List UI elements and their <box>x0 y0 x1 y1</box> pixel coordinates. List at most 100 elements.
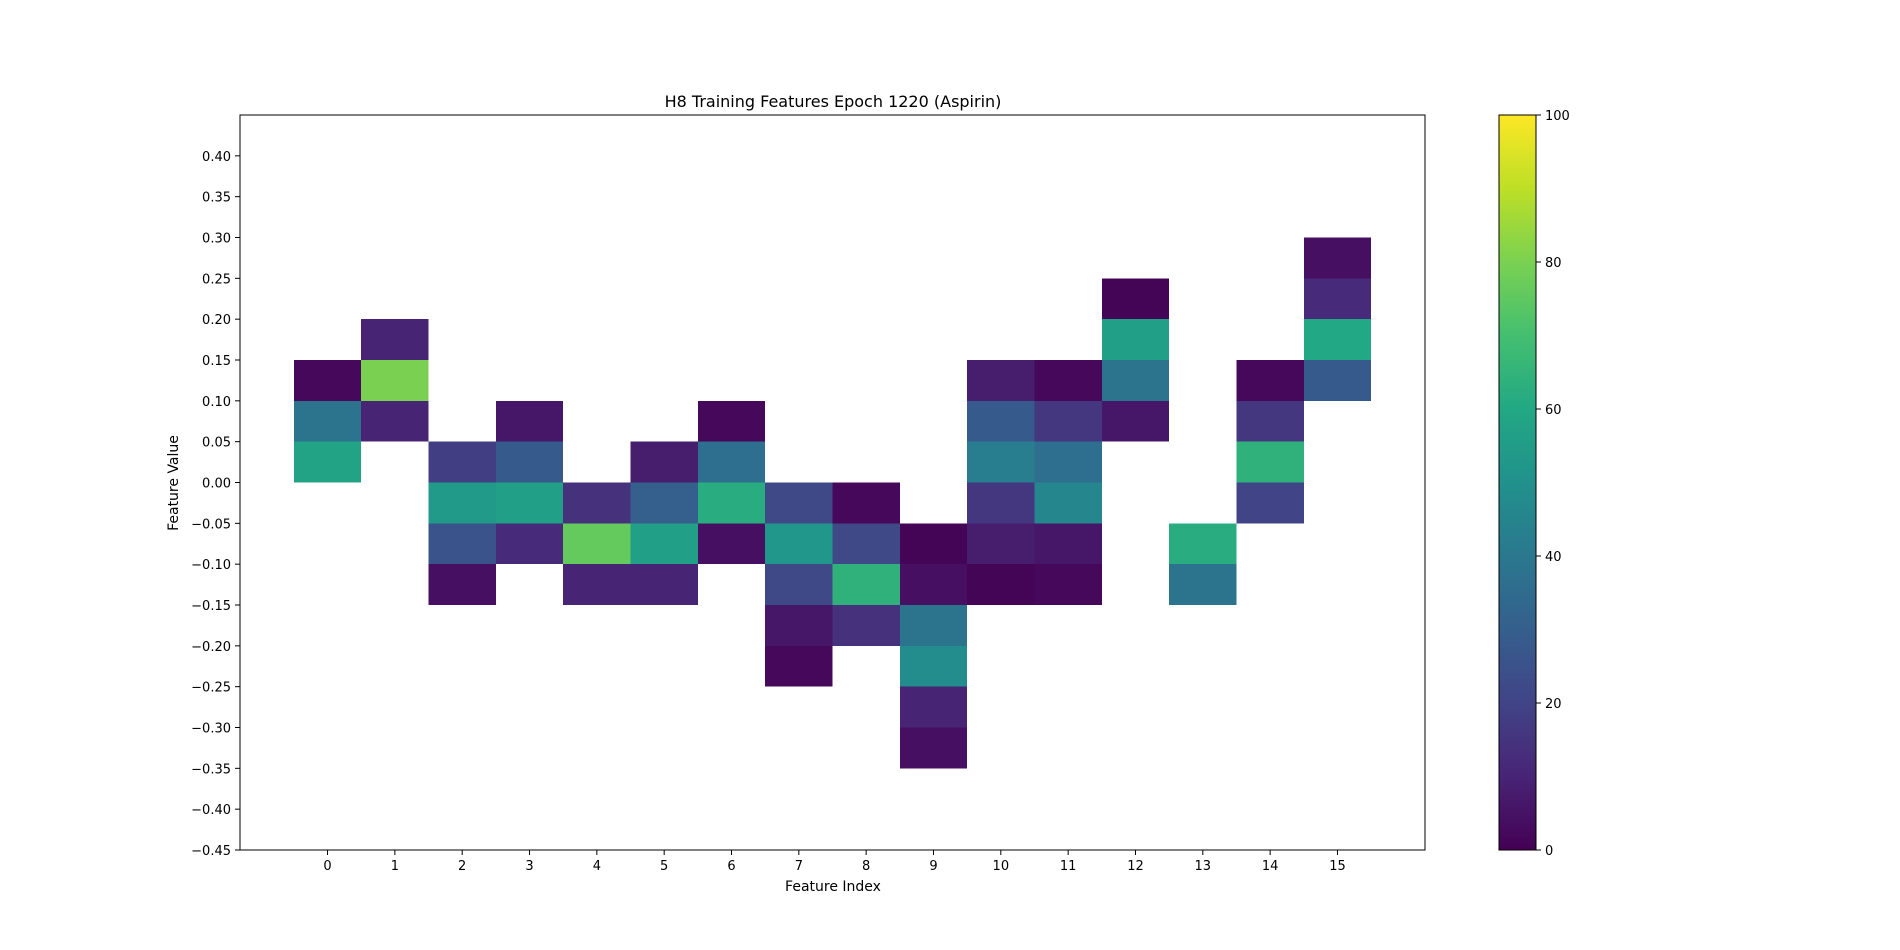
heatmap-cell <box>765 605 833 646</box>
heatmap-cell <box>428 482 496 524</box>
heatmap-cell <box>899 523 968 565</box>
heatmap-cell <box>832 523 900 565</box>
y-axis-label: Feature Value <box>166 435 182 531</box>
heatmap-cell <box>967 400 1035 442</box>
heatmap-cell <box>428 564 496 605</box>
heatmap-cell <box>630 441 698 483</box>
x-tick-label: 9 <box>929 859 937 874</box>
heatmap-cell <box>1034 564 1102 605</box>
y-tick-label: 0.00 <box>202 477 231 492</box>
x-tick-label: 2 <box>458 859 466 874</box>
x-tick-label: 12 <box>1127 859 1144 874</box>
heatmap-cell <box>1034 360 1102 401</box>
heatmap-cell <box>563 523 631 565</box>
x-axis-ticks: 0 1 2 3 4 5 6 7 8 9 10 11 12 13 14 15 <box>323 850 1346 874</box>
heatmap-cell <box>1303 278 1372 320</box>
y-tick-label: −0.25 <box>191 681 231 696</box>
heatmap-cell <box>967 441 1035 483</box>
heatmap-cell <box>428 523 496 565</box>
heatmap-cell <box>1034 482 1102 524</box>
colorbar: 0 20 40 60 80 100 <box>1498 109 1570 859</box>
y-tick-label: 0.20 <box>202 313 231 328</box>
heatmap-cell <box>495 523 564 565</box>
x-tick-label: 11 <box>1060 859 1077 874</box>
x-tick-label: 4 <box>593 859 601 874</box>
y-tick-label: 0.25 <box>202 272 231 287</box>
colorbar-tick-label: 0 <box>1545 844 1553 859</box>
heatmap-cell <box>1101 319 1170 360</box>
y-tick-label: −0.45 <box>191 844 231 859</box>
y-tick-label: −0.20 <box>191 640 231 655</box>
y-tick-label: −0.10 <box>191 558 231 573</box>
heatmap-cell <box>765 564 833 605</box>
colorbar-gradient <box>1499 115 1536 850</box>
heatmap-cell <box>899 564 968 605</box>
heatmap-cell <box>697 482 766 524</box>
heatmap-cell <box>1101 360 1170 401</box>
heatmap-cell <box>630 564 698 605</box>
heatmap-cell <box>1236 441 1304 483</box>
heatmap-cell <box>1034 400 1102 442</box>
heatmap-cell <box>293 400 362 442</box>
y-tick-label: 0.15 <box>202 354 231 369</box>
heatmap-cell <box>899 686 968 728</box>
heatmap-cell <box>293 360 362 401</box>
heatmap-cells <box>293 237 1372 769</box>
heatmap-cell <box>361 360 429 401</box>
x-tick-label: 13 <box>1195 859 1212 874</box>
colorbar-frame <box>1498 114 1537 851</box>
heatmap-cell <box>1169 523 1237 565</box>
heatmap-cell <box>967 523 1035 565</box>
heatmap-cell <box>697 523 766 565</box>
y-tick-label: 0.35 <box>202 191 231 206</box>
y-tick-label: −0.15 <box>191 599 231 614</box>
y-tick-label: −0.05 <box>191 517 231 532</box>
heatmap-cell <box>361 319 429 360</box>
y-tick-label: 0.05 <box>202 436 231 451</box>
heatmap-cell <box>1236 482 1304 524</box>
heatmap-cell <box>832 564 900 605</box>
heatmap-cell <box>899 605 968 646</box>
y-tick-label: −0.35 <box>191 762 231 777</box>
heatmap-cell <box>765 523 833 565</box>
heatmap-cell <box>361 400 429 442</box>
colorbar-tick-label: 20 <box>1545 697 1562 712</box>
colorbar-tick-label: 40 <box>1545 550 1562 565</box>
heatmap-cell <box>495 400 564 442</box>
colorbar-tick-label: 100 <box>1545 109 1570 124</box>
heatmap-cell <box>1034 523 1102 565</box>
heatmap-cell <box>765 482 833 524</box>
heatmap-cell <box>1169 564 1237 605</box>
y-tick-label: 0.40 <box>202 150 231 165</box>
y-tick-label: 0.10 <box>202 395 231 410</box>
x-tick-label: 3 <box>525 859 533 874</box>
x-tick-label: 0 <box>323 859 331 874</box>
heatmap-cell <box>899 727 968 769</box>
x-axis-label: Feature Index <box>785 879 881 895</box>
heatmap-cell <box>1303 237 1372 279</box>
heatmap-cell <box>1236 400 1304 442</box>
heatmap-cell <box>1101 278 1170 320</box>
heatmap-cell <box>967 564 1035 605</box>
x-tick-label: 10 <box>993 859 1010 874</box>
heatmap-cell <box>563 482 631 524</box>
x-tick-label: 7 <box>795 859 803 874</box>
heatmap-cell <box>1101 400 1170 442</box>
x-tick-label: 1 <box>391 859 399 874</box>
heatmap-cell <box>428 441 496 483</box>
heatmap-cell <box>495 441 564 483</box>
heatmap-cell <box>1303 360 1372 401</box>
heatmap-cell <box>1034 441 1102 483</box>
heatmap-cell <box>1236 360 1304 401</box>
x-tick-label: 8 <box>862 859 870 874</box>
heatmap-cell <box>832 482 900 524</box>
heatmap-cell <box>1303 319 1372 360</box>
heatmap-cell <box>967 360 1035 401</box>
y-tick-label: −0.40 <box>191 803 231 818</box>
colorbar-ticks: 0 20 40 60 80 100 <box>1536 109 1570 859</box>
heatmap-cell <box>293 441 362 483</box>
colorbar-tick-label: 60 <box>1545 403 1562 418</box>
heatmap-cell <box>563 564 631 605</box>
heatmap-cell <box>697 441 766 483</box>
